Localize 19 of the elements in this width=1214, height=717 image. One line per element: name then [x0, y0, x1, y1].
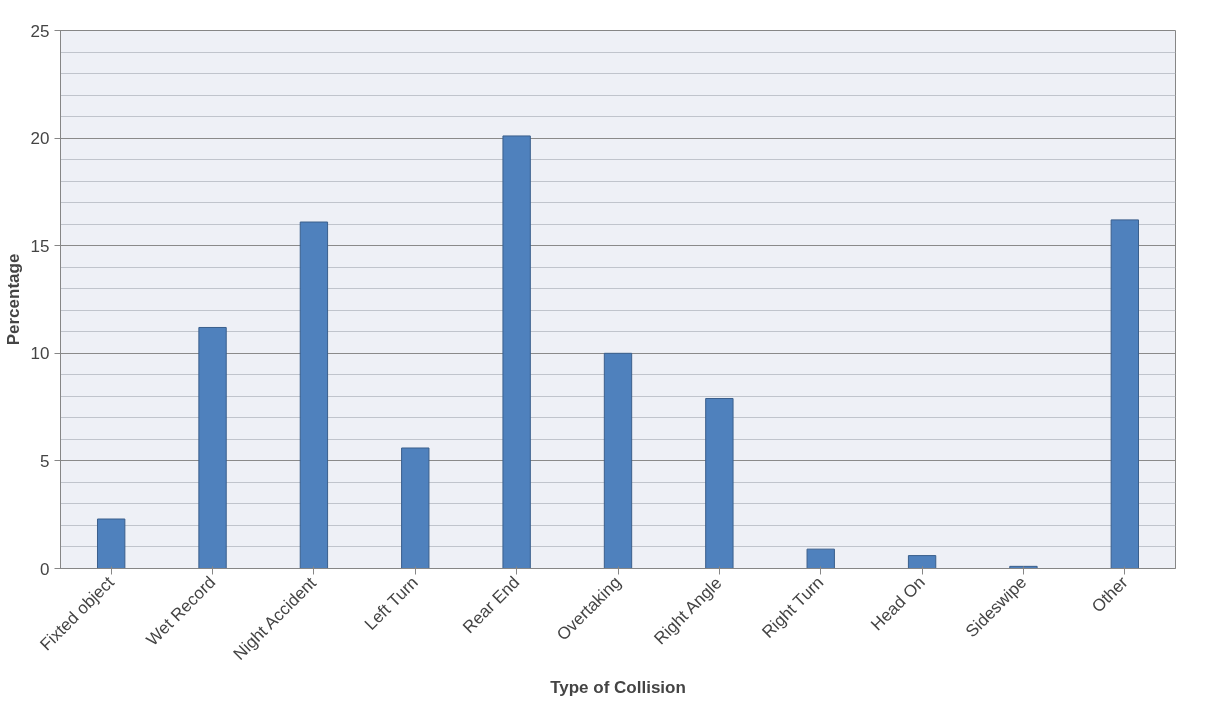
- y-tick-label: 10: [30, 344, 50, 364]
- x-tick-label: Left Turn: [360, 572, 422, 634]
- bar: [907, 555, 937, 569]
- y-tick-label: 25: [30, 21, 50, 41]
- bar: [1110, 219, 1139, 569]
- y-tick-label: 5: [40, 451, 50, 471]
- y-tick-label: 20: [30, 129, 50, 149]
- bar: [97, 518, 126, 569]
- bar: [299, 221, 329, 569]
- bar: [502, 135, 531, 569]
- y-tick-label: 0: [40, 559, 50, 579]
- bar: [806, 548, 835, 569]
- bar: [198, 326, 227, 569]
- bar: [603, 352, 633, 569]
- x-axis-title: Type of Collision: [550, 678, 686, 698]
- y-axis-title: Percentage: [3, 253, 23, 346]
- bar: [705, 397, 734, 569]
- y-tick-label: 15: [30, 236, 50, 256]
- bar: [401, 447, 430, 569]
